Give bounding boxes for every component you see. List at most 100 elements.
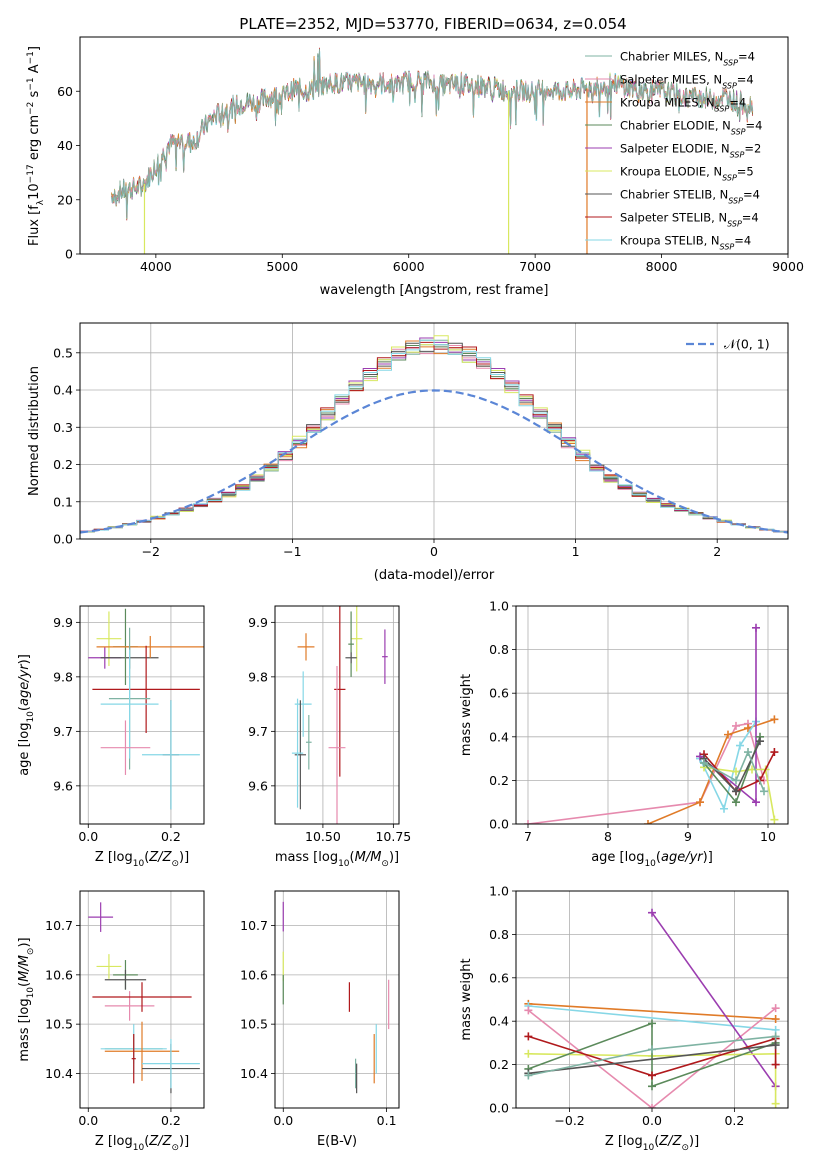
x-tick-label: 0.1 [377,1113,397,1128]
figure-title: PLATE=2352, MJD=53770, FIBERID=0634, z=0… [239,15,626,33]
weight-line [528,1003,776,1020]
weight-marker [524,1049,533,1058]
legend-label: Salpeter ELODIE, NSSP=2 [620,142,761,160]
x-tick-label: 7000 [519,259,551,274]
y-tick-label: 1.0 [489,884,509,899]
x-tick-label: 10 [760,829,776,844]
weight-line [703,751,776,793]
axes-frame [79,322,789,540]
x-tick-label: 8000 [646,259,678,274]
weight-line [528,1022,776,1088]
legend-label: Chabrier ELODIE, NSSP=4 [620,119,762,137]
legend-label: Salpeter STELIB, NSSP=4 [620,211,759,229]
weight-marker [732,721,740,730]
axes-frame [79,36,789,255]
weight-marker [771,1015,780,1024]
weight-marker [732,787,740,796]
weight-marker [696,798,704,807]
x-tick-label: 0.0 [78,829,98,844]
weight-line [699,721,757,812]
panel-massweight-vs-Z: −0.2 0.0 0.2 0.0 0.2 0.4 0.6 0.8 1.0 Z [log10(Z/Z… [459,884,789,1153]
y-tick-label: 60 [57,84,73,99]
y-tick-label: 0.6 [489,970,509,985]
x-tick-label: 10.75 [375,829,411,844]
y-tick-label: 9.6 [248,778,268,793]
weight-line [528,1052,777,1104]
panel-massweight-vs-age: 7 8 9 10 0.0 0.2 0.4 0.6 0.8 1.0 age [log10(age/yr… [459,599,789,869]
y-tick-label: 9.8 [248,669,268,684]
spectrum-line [111,48,753,219]
weight-marker [648,1082,656,1091]
y-tick-label: 0.8 [489,642,509,657]
legend-label: Kroupa ELODIE, NSSP=5 [620,165,754,183]
weight-marker [771,1099,780,1108]
plot-area [282,901,390,1094]
plot-area [524,623,779,824]
legend-label: 𝒩(0, 1) [724,337,770,352]
x-tick-label: 7 [524,829,532,844]
y-tick-label: 0.4 [489,729,509,744]
plot-area [524,908,780,1108]
y-tick-label: 0.1 [53,494,73,509]
plot-area [110,47,754,254]
y-tick-label: 10.7 [45,918,73,933]
x-axis-label: (data-model)/error [374,568,495,583]
histogram-step [80,339,788,533]
y-tick-label: 0 [65,247,73,262]
weight-marker [760,787,768,796]
weight-marker [648,1019,656,1028]
y-tick-label: 0.0 [489,817,509,832]
weight-marker [752,623,760,632]
y-tick-label: 0.4 [489,1014,509,1029]
weight-marker [770,815,779,824]
x-tick-label: 4000 [140,259,172,274]
y-tick-label: 10.6 [45,967,73,982]
x-axis-label: Z [log10(Z/Z⊙)] [95,1134,189,1153]
x-tick-label: 10.50 [305,829,341,844]
weight-marker [648,1104,656,1108]
x-tick-label: 0.2 [161,829,181,844]
y-tick-label: 9.8 [53,669,73,684]
panel-mass-vs-Z: 0.0 0.2 10.4 10.5 10.6 10.7 Z [log10(Z/Z⊙)] mas… [17,890,205,1153]
y-tick-label: 0.2 [489,1057,509,1072]
y-tick-label: 0.4 [53,383,73,398]
x-axis-label: age [log10(age/yr)] [591,850,713,869]
weight-marker [770,715,779,724]
weight-line [651,912,777,1087]
weight-marker [744,748,752,757]
panel-age-vs-Z: 0.0 0.2 9.6 9.7 9.8 9.9 Z [log10(Z/Z⊙)] age [lo… [17,605,205,869]
weight-marker [644,820,652,824]
y-tick-label: 10.5 [45,1017,73,1032]
y-tick-label: 10.5 [240,1017,268,1032]
legend-label: Kroupa MILES, NSSP=4 [620,96,746,114]
y-tick-label: 40 [57,138,73,153]
axes-frame [274,890,400,1109]
x-tick-label: 9000 [772,259,804,274]
axes-frame [274,605,400,825]
weight-line [703,750,765,792]
y-axis-label: Normed distribution [27,366,42,496]
weight-marker [771,1060,780,1069]
y-axis-label: mass weight [459,674,474,756]
weight-marker [732,798,740,807]
normal-curve [80,389,788,534]
y-tick-label: 0.6 [489,686,509,701]
x-axis-label: wavelength [Angstrom, rest frame] [320,283,549,298]
x-axis-label: mass [log10(M/M⊙)] [275,850,399,869]
weight-marker [524,1071,533,1080]
y-tick-label: 0.2 [53,457,73,472]
x-tick-label: −2 [142,544,160,559]
x-tick-label: 0.0 [642,1113,662,1128]
weight-marker [752,798,760,807]
y-tick-label: 10.4 [240,1066,268,1081]
plot-area [88,608,204,810]
y-axis-label: age [log10(age/yr)] [17,654,36,776]
weight-marker [524,1032,533,1041]
y-tick-label: 0.0 [489,1101,509,1116]
weight-marker [648,908,656,917]
legend-label: Chabrier MILES, NSSP=4 [620,50,755,68]
y-tick-label: 10.6 [240,967,268,982]
x-tick-label: 0.2 [161,1113,181,1128]
x-axis-label: E(B-V) [317,1134,357,1149]
weight-marker [648,1045,656,1054]
